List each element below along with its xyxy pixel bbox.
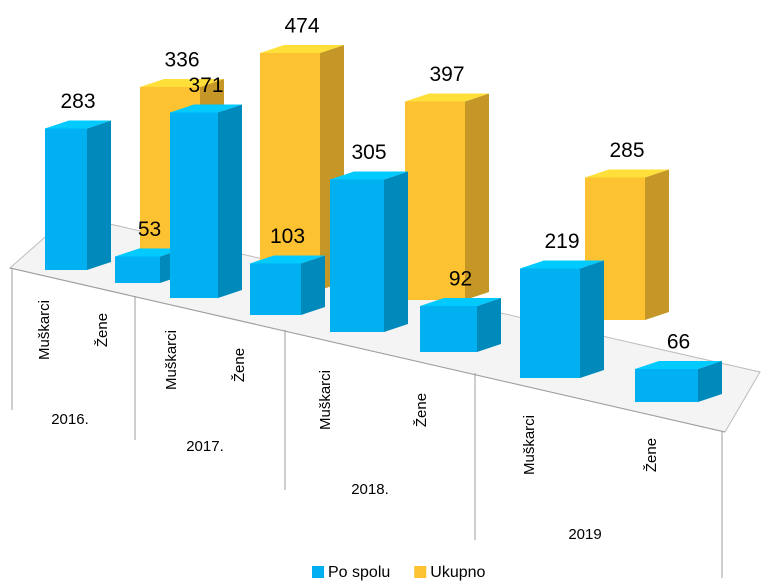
legend-label: Po spolu xyxy=(328,564,390,581)
data-label: 219 xyxy=(544,230,579,253)
bar-top xyxy=(635,361,722,369)
data-label: 92 xyxy=(449,268,472,291)
data-label: 66 xyxy=(667,331,690,354)
bar-side xyxy=(384,171,408,332)
bar xyxy=(405,101,465,300)
bar-top xyxy=(585,169,669,178)
x-tick-label: Muškarci xyxy=(317,370,334,430)
bar-top xyxy=(420,298,501,306)
bar-top xyxy=(260,45,344,53)
bar-top xyxy=(140,79,224,87)
x-tick-label: Žene xyxy=(94,313,111,347)
x-tick-label: Muškarci xyxy=(163,330,180,390)
bar-top xyxy=(405,93,489,102)
data-label: 371 xyxy=(188,74,223,97)
group-label: 2017. xyxy=(186,438,224,455)
bar-top xyxy=(250,255,325,264)
panel-edge xyxy=(9,267,726,433)
bar xyxy=(635,369,698,402)
data-label: 283 xyxy=(60,90,95,113)
bar xyxy=(420,306,477,352)
bar xyxy=(170,112,218,298)
bar-top xyxy=(45,120,111,129)
legend-swatch xyxy=(414,566,427,578)
data-label: 305 xyxy=(351,141,386,164)
data-label: 53 xyxy=(138,218,161,241)
x-tick-label: Muškarci xyxy=(36,300,53,360)
bar-side xyxy=(301,255,325,315)
category-panel xyxy=(9,267,726,578)
bar-top xyxy=(520,260,604,269)
bar xyxy=(520,268,580,378)
bar xyxy=(260,53,320,290)
group-label: 2018. xyxy=(351,481,389,498)
bar-side xyxy=(645,169,669,320)
bar-side xyxy=(218,104,242,298)
bar-top xyxy=(115,248,184,257)
data-label: 474 xyxy=(284,15,319,38)
bar xyxy=(330,179,384,332)
bar xyxy=(115,256,160,283)
data-label: 336 xyxy=(164,49,199,72)
data-label: 397 xyxy=(429,63,464,86)
bar xyxy=(250,263,301,315)
data-label: 103 xyxy=(270,225,305,248)
data-label: 285 xyxy=(609,139,644,162)
bar-side xyxy=(477,298,501,352)
legend-label: Ukupno xyxy=(430,564,485,581)
bar-side xyxy=(465,93,489,300)
x-tick-label: Žene xyxy=(413,393,430,427)
bar-side xyxy=(698,361,722,402)
bar-top xyxy=(330,171,408,180)
bar xyxy=(45,128,87,270)
bar-side xyxy=(580,260,604,378)
bar-top xyxy=(170,104,242,113)
x-tick-label: Žene xyxy=(643,438,660,472)
group-label: 2016. xyxy=(51,411,89,428)
legend-swatch xyxy=(312,566,324,578)
bar-side xyxy=(87,120,111,270)
group-label: 2019 xyxy=(568,526,601,543)
x-tick-label: Muškarci xyxy=(521,415,538,475)
x-tick-label: Žene xyxy=(231,348,248,382)
